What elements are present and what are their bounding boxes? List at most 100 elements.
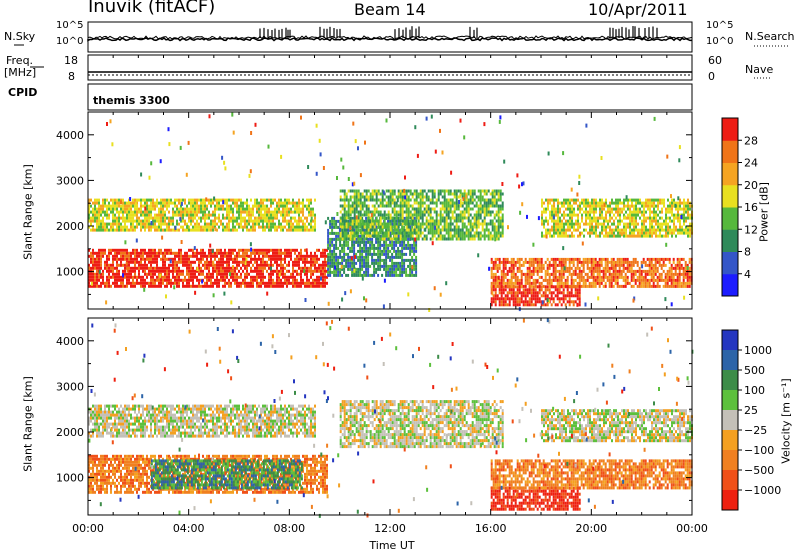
power-cell-2 bbox=[329, 231, 332, 235]
power-cell-5 bbox=[644, 269, 647, 273]
power-cell-0 bbox=[298, 251, 300, 255]
power-cell-2 bbox=[329, 255, 332, 259]
power-cell-2 bbox=[395, 240, 398, 244]
power-cell-0 bbox=[226, 257, 228, 261]
power-cell-2 bbox=[329, 261, 332, 265]
power-cell-1 bbox=[98, 219, 100, 223]
power-cell-1 bbox=[224, 201, 226, 205]
power-cell-0 bbox=[228, 248, 230, 252]
power-cell-3 bbox=[353, 219, 356, 223]
power-cell-5 bbox=[528, 260, 531, 264]
power-cell-3 bbox=[423, 213, 426, 217]
power-cell-1 bbox=[234, 198, 236, 202]
power-cell-0 bbox=[266, 263, 268, 267]
noise-search-label: N.Search bbox=[745, 30, 795, 43]
power-cell-5 bbox=[536, 260, 539, 264]
power-cell-0 bbox=[144, 251, 146, 255]
power-cell-0 bbox=[312, 263, 314, 267]
power-cell-4 bbox=[518, 303, 521, 307]
power-cell-5 bbox=[564, 278, 567, 282]
power-cell-0 bbox=[298, 254, 300, 258]
power-cell-2 bbox=[361, 252, 364, 256]
power-cell-0 bbox=[266, 260, 268, 264]
power-cell-2 bbox=[369, 264, 372, 268]
power-cell-0 bbox=[154, 248, 156, 252]
power-cell-5 bbox=[660, 266, 663, 270]
power-cell-3 bbox=[421, 213, 424, 217]
power-cell-4 bbox=[544, 288, 547, 292]
power-cell-1 bbox=[224, 207, 226, 211]
power-cell-3 bbox=[417, 204, 420, 208]
power-cell-0 bbox=[190, 248, 192, 252]
power-cell-1 bbox=[292, 201, 294, 205]
power-cell-0 bbox=[230, 275, 232, 279]
power-cell-2 bbox=[331, 249, 334, 253]
power-cell-5 bbox=[684, 260, 687, 264]
power-cell-3 bbox=[455, 219, 458, 223]
power-cell-1 bbox=[270, 222, 272, 226]
power-cell-0 bbox=[222, 257, 224, 261]
power-cell-2 bbox=[403, 267, 406, 271]
power-cell-1 bbox=[284, 225, 286, 229]
power-cell-5 bbox=[590, 281, 593, 285]
power-cell-1 bbox=[98, 207, 100, 211]
power-cell-1 bbox=[194, 222, 196, 226]
power-cell-0 bbox=[108, 281, 110, 285]
power-cell-3 bbox=[487, 204, 490, 208]
power-cell-5 bbox=[538, 269, 541, 273]
power-cell-3 bbox=[477, 198, 480, 202]
power-cell-3 bbox=[393, 189, 396, 193]
power-cell-0 bbox=[286, 269, 288, 273]
power-cell-0 bbox=[124, 257, 126, 261]
power-cell-4 bbox=[544, 291, 547, 295]
station-title: Inuvik (fitACF) bbox=[88, 0, 216, 17]
power-cell-5 bbox=[546, 281, 549, 285]
power-cell-4 bbox=[546, 294, 549, 298]
power-cell-0 bbox=[250, 260, 252, 264]
power-cell-3 bbox=[413, 219, 416, 223]
power-cell-5 bbox=[618, 275, 621, 279]
power-cell-1 bbox=[254, 219, 256, 223]
power-cell-3 bbox=[447, 237, 450, 241]
power-cell-0 bbox=[148, 266, 150, 270]
power-cell-0 bbox=[230, 281, 232, 285]
power-cell-1 bbox=[294, 204, 296, 208]
power-cell-3 bbox=[419, 204, 422, 208]
power-cell-3 bbox=[471, 234, 474, 238]
power-cell-0 bbox=[180, 272, 182, 276]
power-cell-4 bbox=[552, 297, 555, 301]
power-cell-1 bbox=[90, 222, 92, 226]
power-cell-1 bbox=[222, 216, 224, 220]
power-cell-0 bbox=[94, 278, 96, 282]
power-cell-3 bbox=[463, 231, 466, 235]
power-cell-0 bbox=[90, 260, 92, 264]
power-cell-3 bbox=[343, 201, 346, 205]
power-cell-1 bbox=[130, 204, 132, 208]
power-cell-5 bbox=[588, 257, 591, 261]
power-cell-0 bbox=[150, 254, 152, 258]
power-cell-3 bbox=[357, 216, 360, 220]
power-cell-3 bbox=[497, 231, 500, 235]
power-cell-1 bbox=[128, 201, 130, 205]
power-cell-1 bbox=[206, 204, 208, 208]
power-cell-3 bbox=[411, 231, 414, 235]
power-cell-1 bbox=[268, 222, 270, 226]
power-cell-5 bbox=[552, 263, 555, 267]
power-cell-5 bbox=[598, 269, 601, 273]
power-cell-0 bbox=[314, 266, 316, 270]
power-cell-4 bbox=[572, 294, 575, 298]
power-cell-3 bbox=[341, 198, 344, 202]
power-cell-0 bbox=[90, 275, 92, 279]
power-cell-3 bbox=[367, 204, 370, 208]
power-cell-3 bbox=[419, 189, 422, 193]
power-cell-3 bbox=[477, 219, 480, 223]
power-cell-3 bbox=[461, 213, 464, 217]
power-cell-3 bbox=[483, 237, 486, 241]
power-cell-2 bbox=[367, 264, 370, 268]
power-cell-2 bbox=[345, 261, 348, 265]
power-cell-1 bbox=[288, 219, 290, 223]
power-cell-2 bbox=[407, 273, 410, 277]
power-cell-1 bbox=[314, 225, 316, 229]
power-cell-5 bbox=[502, 269, 505, 273]
power-cell-2 bbox=[387, 255, 390, 259]
